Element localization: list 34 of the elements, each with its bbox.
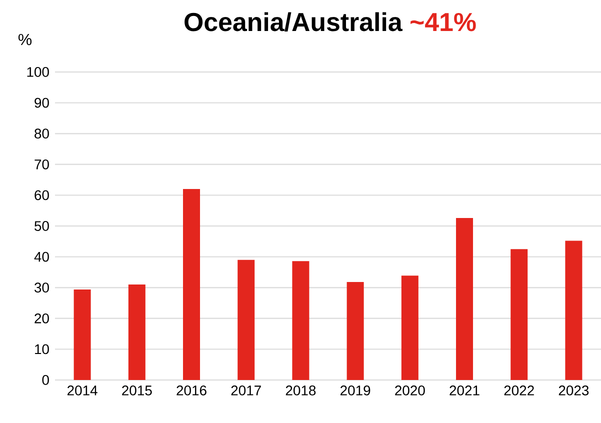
y-tick-label: 30 — [34, 282, 49, 293]
y-tick-label: 40 — [34, 252, 49, 262]
bar — [292, 261, 310, 380]
y-tick-label: 0 — [42, 375, 49, 385]
x-tick-label: 2019 — [340, 386, 370, 396]
y-tick-label: 60 — [34, 190, 49, 200]
chart-title: Oceania/Australia — [184, 12, 403, 32]
y-tick-label: 50 — [34, 221, 49, 231]
bar — [238, 260, 255, 380]
bar — [183, 189, 200, 380]
y-tick-label: 80 — [34, 128, 49, 139]
y-tick-label: 100 — [27, 67, 49, 77]
y-tick-label: 70 — [34, 159, 49, 170]
bar — [456, 218, 474, 380]
x-tick-label: 2014 — [67, 386, 98, 396]
x-tick-label: 2018 — [286, 386, 316, 396]
x-tick-label: 2017 — [231, 386, 261, 396]
x-tick-label: 2023 — [558, 386, 589, 396]
y-tick-label: 20 — [34, 313, 49, 324]
x-tick-label: 2021 — [450, 386, 480, 396]
bar — [74, 289, 91, 380]
y-tick-label: 90 — [34, 98, 49, 108]
bar — [510, 249, 528, 380]
bar — [401, 276, 418, 380]
bar — [346, 282, 364, 380]
bar — [128, 284, 146, 380]
x-tick-label: 2022 — [504, 386, 534, 396]
chart-subtitle: ~41% — [410, 12, 476, 32]
x-tick-label: 2015 — [122, 386, 152, 396]
x-tick-label: 2016 — [176, 386, 206, 396]
x-tick-label: 2020 — [395, 386, 425, 396]
y-tick-label: 10 — [35, 344, 49, 354]
y-axis-title: % — [18, 34, 32, 46]
bar — [565, 240, 582, 380]
